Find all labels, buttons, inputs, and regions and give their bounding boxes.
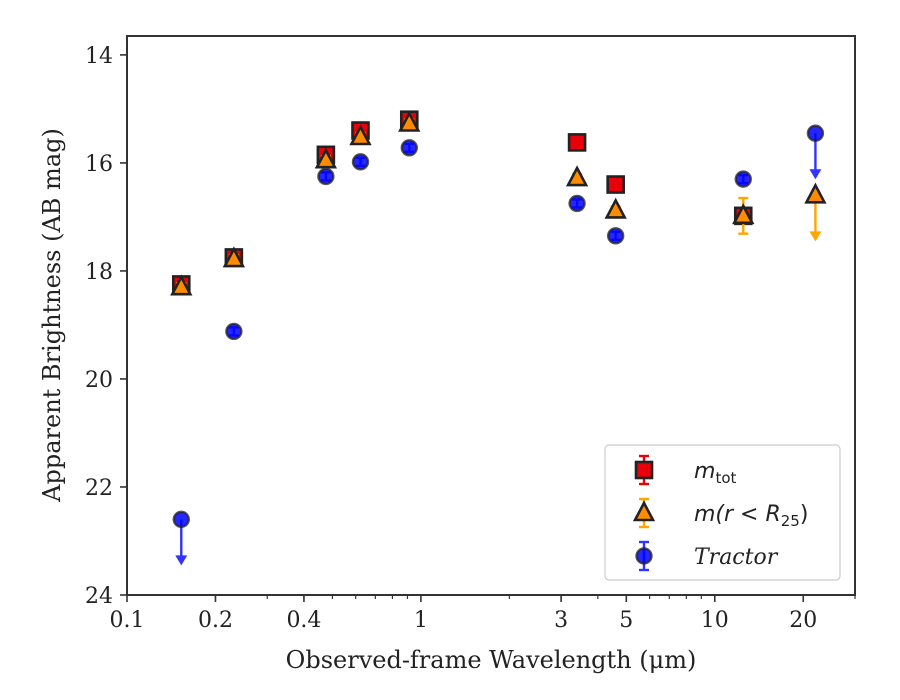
series-triangle bbox=[170, 110, 827, 296]
data-point bbox=[172, 510, 190, 529]
x-tick-label: 0.4 bbox=[286, 608, 321, 633]
data-point bbox=[225, 322, 243, 341]
data-point bbox=[317, 167, 335, 186]
series-circle bbox=[172, 124, 825, 566]
data-point bbox=[400, 139, 418, 157]
y-axis-label: Apparent Brightness (AB mag) bbox=[38, 128, 66, 503]
upper-limit-arrow-head bbox=[175, 555, 188, 566]
data-point bbox=[170, 274, 193, 296]
legend-label: m(r < R25) bbox=[694, 502, 808, 530]
plot-frame bbox=[126, 35, 856, 596]
data-point bbox=[732, 203, 755, 225]
y-tick-label: 16 bbox=[85, 152, 113, 177]
x-tick-label: 0.2 bbox=[198, 608, 233, 633]
data-point bbox=[222, 246, 246, 268]
y-tick-label: 18 bbox=[85, 260, 113, 285]
x-tick-label: 1 bbox=[414, 608, 428, 633]
y-tick-label: 14 bbox=[85, 44, 113, 69]
x-tick-label: 3 bbox=[554, 608, 568, 633]
data-point bbox=[604, 197, 627, 219]
y-tick-label: 20 bbox=[85, 368, 113, 393]
legend-marker bbox=[634, 460, 654, 480]
data-point bbox=[314, 147, 338, 169]
series-layer bbox=[170, 110, 827, 566]
x-axis: 0.1 0.2 0.4 1 3 5 10 20 bbox=[110, 595, 856, 633]
x-axis-label: Observed-frame Wavelength (μm) bbox=[286, 646, 697, 674]
data-point bbox=[565, 165, 589, 187]
y-tick-label: 22 bbox=[85, 476, 113, 501]
data-point bbox=[349, 124, 372, 146]
data-point bbox=[568, 194, 586, 213]
x-tick-label: 10 bbox=[701, 608, 729, 633]
legend: mtot m(r < R25) Tractor bbox=[604, 444, 841, 581]
y-tick-label: 24 bbox=[85, 584, 113, 609]
legend-marker bbox=[635, 547, 653, 565]
x-tick-label: 20 bbox=[789, 608, 817, 633]
upper-limit-arrow-head bbox=[809, 231, 822, 242]
data-point bbox=[804, 182, 827, 204]
legend-marker bbox=[632, 500, 656, 522]
data-point bbox=[606, 175, 625, 194]
x-tick-label: 5 bbox=[619, 608, 633, 633]
data-point bbox=[734, 170, 752, 188]
series-square bbox=[171, 110, 753, 294]
upper-limit-arrow-head bbox=[809, 169, 822, 180]
legend-label: Tractor bbox=[694, 545, 779, 570]
data-point bbox=[398, 110, 421, 132]
y-axis: 14 16 18 20 22 24 bbox=[85, 44, 127, 609]
data-point bbox=[606, 227, 625, 245]
data-point bbox=[806, 124, 825, 142]
data-point bbox=[567, 133, 587, 152]
legend-label: mtot bbox=[694, 459, 736, 487]
plot-area bbox=[126, 35, 856, 596]
data-point bbox=[351, 153, 370, 171]
legend-box bbox=[604, 444, 841, 581]
x-tick-label: 0.1 bbox=[110, 608, 145, 633]
